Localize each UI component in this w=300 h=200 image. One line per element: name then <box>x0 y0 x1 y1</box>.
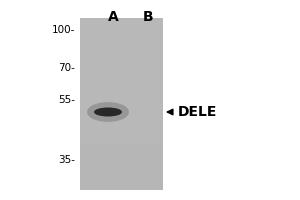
Bar <box>80 93 163 98</box>
Bar <box>80 70 163 75</box>
Bar <box>80 121 163 127</box>
Bar <box>80 167 163 173</box>
Bar <box>80 58 163 64</box>
Text: 100-: 100- <box>52 25 75 35</box>
Ellipse shape <box>87 102 129 122</box>
Bar <box>80 24 163 29</box>
Bar <box>80 133 163 138</box>
Bar <box>80 41 163 47</box>
Text: 35-: 35- <box>58 155 75 165</box>
Text: B: B <box>143 10 153 24</box>
Ellipse shape <box>94 108 122 116</box>
Bar <box>80 18 163 190</box>
Text: 55-: 55- <box>58 95 75 105</box>
Bar <box>80 64 163 70</box>
Bar <box>80 173 163 179</box>
Bar <box>80 161 163 167</box>
Bar <box>80 115 163 121</box>
Bar <box>80 35 163 41</box>
Bar <box>80 29 163 35</box>
Text: DELE: DELE <box>178 105 217 119</box>
Bar <box>80 179 163 184</box>
Bar <box>80 144 163 150</box>
Bar <box>80 127 163 133</box>
Bar <box>80 75 163 81</box>
Bar <box>80 150 163 156</box>
Bar <box>80 87 163 93</box>
Bar <box>80 52 163 58</box>
Bar <box>80 81 163 87</box>
Bar <box>80 98 163 104</box>
Text: A: A <box>108 10 118 24</box>
Bar <box>80 110 163 115</box>
Text: 70-: 70- <box>58 63 75 73</box>
Bar <box>80 138 163 144</box>
Bar <box>80 47 163 52</box>
Bar <box>80 104 163 110</box>
Bar <box>80 156 163 161</box>
Bar <box>80 18 163 24</box>
Bar <box>80 184 163 190</box>
